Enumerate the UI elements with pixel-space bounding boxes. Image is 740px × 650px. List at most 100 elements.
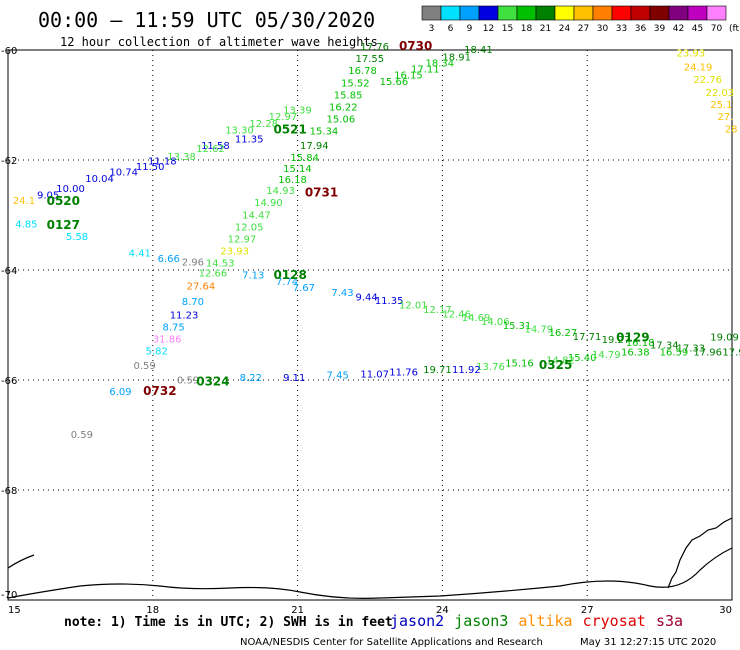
swh-observation: 16.22 [329, 103, 358, 114]
swh-observation: 7.43 [331, 288, 353, 299]
swh-observation: 15.31 [503, 321, 532, 332]
swh-observation: 4.41 [129, 248, 151, 259]
swh-observation: 5.82 [146, 347, 168, 358]
legend-label: 9 [467, 24, 473, 34]
swh-observation: 11.35 [375, 296, 404, 307]
swh-observation: 23.93 [220, 247, 249, 258]
swh-observation: 17.33 [676, 343, 705, 354]
swh-observation: 14.79 [524, 325, 553, 336]
swh-observation: 16.27 [549, 328, 578, 339]
swh-observation: 14.82 [546, 356, 575, 367]
satellite-name: altika [518, 612, 572, 630]
legend-swatch [611, 5, 632, 21]
swh-observation: 15.84 [290, 153, 319, 164]
lat-tick-label: -66 [1, 376, 17, 387]
legend-swatch [592, 5, 613, 21]
swh-observation: 25.1 [710, 100, 732, 111]
swh-observation: 14.53 [206, 259, 235, 270]
swh-observation: 18.34 [426, 59, 455, 70]
legend-label: 70 [711, 24, 723, 34]
swh-observation: 11.23 [170, 310, 199, 321]
swh-observation: 16.78 [348, 66, 377, 77]
swh-observation: 16.15 [394, 71, 423, 82]
swh-observation: 28 [725, 125, 738, 136]
legend-swatch [687, 5, 708, 21]
legend-swatch [497, 5, 518, 21]
lon-tick-label: 27 [581, 605, 594, 616]
legend-swatch [554, 5, 575, 21]
swh-observation: 10.00 [56, 184, 85, 195]
swh-observation: 13.76 [476, 362, 505, 373]
coastline-east [667, 517, 733, 589]
pass-time-label: 0731 [305, 185, 338, 199]
legend-swatch [440, 5, 461, 21]
swh-observation: 11.35 [235, 134, 264, 145]
swh-observation: 22.76 [693, 75, 722, 86]
legend-swatch [668, 5, 689, 21]
swh-observation: 12.28 [249, 119, 278, 130]
swh-observation: 17.34 [650, 341, 679, 352]
swh-observation: 17.71 [573, 332, 602, 343]
swh-observation: 13.38 [167, 152, 196, 163]
pass-time-label: 0324 [196, 375, 229, 389]
pass-time-labels: 0730 0521 0731 0520 0127 0128 0129 0325 0324 0732 [47, 39, 650, 398]
swh-observation: 17.76 [360, 42, 389, 53]
swh-observation: 17.94 [300, 141, 329, 152]
swh-observation: 11.92 [452, 365, 481, 376]
lat-tick-label: -60 [1, 46, 17, 57]
swh-observation: 7.74 [276, 277, 298, 288]
legend-swatch [649, 5, 670, 21]
legend-swatch [535, 5, 556, 21]
pass-time-label: 0129 [616, 331, 649, 345]
legend-swatch [516, 5, 537, 21]
swh-observation: 14.06 [481, 317, 510, 328]
swh-observation: 11.76 [389, 368, 418, 379]
swh-observation: 19.09 [710, 332, 739, 343]
swh-observation: 9.44 [356, 292, 378, 303]
legend-label: 24 [559, 24, 571, 34]
legend-label: 12 [483, 24, 494, 34]
legend-label: 33 [616, 24, 627, 34]
swh-observation: 31.86 [153, 335, 182, 346]
lon-tick-label: 15 [8, 605, 21, 616]
pass-time-label: 0127 [47, 218, 80, 232]
swh-observation: 16.59 [660, 347, 689, 358]
lat-tick-label: -64 [1, 266, 17, 277]
lon-tick-label: 18 [146, 605, 159, 616]
swh-observation: 13.39 [283, 105, 312, 116]
swh-observation: 15.85 [334, 90, 363, 101]
swh-observation: 15.52 [341, 78, 370, 89]
swh-observation: 15.16 [505, 358, 534, 369]
swh-observation: 12.62 [196, 144, 225, 155]
swh-observation: 10.04 [85, 174, 114, 185]
lat-tick-label: -70 [1, 590, 17, 601]
swh-observation: 19.71 [423, 365, 452, 376]
pass-time-label: 0732 [143, 384, 176, 398]
swh-observation: 16.18 [626, 338, 655, 349]
swh-observation: 17.11 [411, 65, 440, 76]
swh-observation: 17.9 [722, 347, 740, 358]
legend-label: 39 [654, 24, 666, 34]
pass-time-label: 0325 [539, 358, 572, 372]
satellite-name: cryosat [583, 612, 646, 630]
color-legend: 3 6 9 12 15 18 21 24 27 30 33 36 39 42 45 70 [421, 5, 727, 34]
swh-observation: 6.09 [109, 387, 131, 398]
swh-observation: 14.93 [266, 186, 295, 197]
legend-label: 6 [448, 24, 454, 34]
swh-observation: 6.66 [158, 254, 180, 265]
legend-swatch [478, 5, 499, 21]
swh-observation: 19.27 [602, 335, 631, 346]
swh-observation: 11.07 [360, 369, 389, 380]
swh-observation: 18.41 [464, 45, 493, 56]
swh-observation: 14.47 [242, 210, 271, 221]
page-title: 00:00 – 11:59 UTC 05/30/2020 [38, 8, 375, 32]
swh-observation: 14.79 [592, 350, 621, 361]
legend-swatch [573, 5, 594, 21]
map-frame [7, 49, 733, 601]
swh-observation: 27. [718, 112, 734, 123]
legend-label: 21 [540, 24, 551, 34]
swh-observation: 2.96 [182, 258, 204, 269]
legend-label: 18 [521, 24, 533, 34]
